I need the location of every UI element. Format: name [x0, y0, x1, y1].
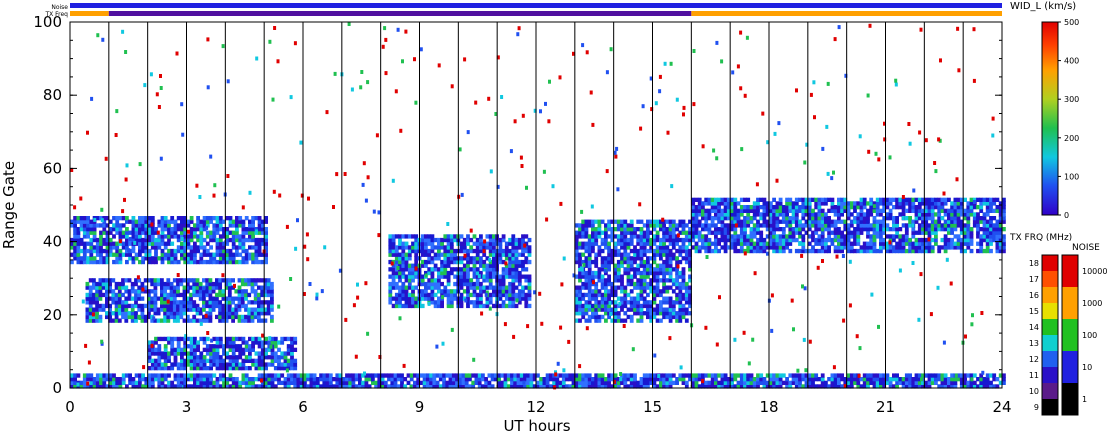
y-tick-label: 80 [43, 86, 62, 104]
width-colorbar-tick: 500 [1064, 18, 1079, 27]
noise-bar [70, 3, 1002, 8]
noise-colorbar-tick: 1 [1082, 395, 1087, 404]
noise-colorbar-cell [1062, 383, 1078, 415]
y-tick-label: 40 [43, 233, 62, 251]
width-colorbar-tick: 200 [1064, 134, 1079, 143]
x-tick-label: 15 [643, 398, 662, 416]
x-tick-label: 21 [876, 398, 895, 416]
noise-colorbar: NOISE 1 10 100 1000 10000 [1061, 243, 1107, 416]
txfreq-colorbar: TX FRQ (MHz) 9 10 11 12 13 14 15 16 17 18 [1009, 233, 1072, 416]
txfreq-segment [691, 11, 1002, 16]
txfreq-colorbar-tick: 10 [1029, 387, 1039, 396]
txfreq-segment [108, 11, 692, 16]
noise-colorbar-tick: 10000 [1082, 267, 1107, 276]
x-tick-label: 3 [182, 398, 192, 416]
width-colorbar-gradient [1041, 21, 1059, 216]
noise-speckle [70, 22, 995, 390]
width-colorbar-tick: 400 [1064, 57, 1079, 66]
region-afternoon-streak [574, 219, 692, 323]
txfreq-colorbar-tick: 14 [1029, 323, 1039, 332]
y-axis-label: Range Gate [0, 161, 18, 249]
data-layer [70, 22, 1006, 390]
txfreq-colorbar-tick: 13 [1029, 339, 1039, 348]
x-tick-label: 6 [298, 398, 308, 416]
x-axis-label: UT hours [503, 417, 570, 435]
txfreq-colorbar-tick: 16 [1029, 291, 1039, 300]
txfreq-colorbar-cell [1042, 319, 1058, 335]
x-axis: 0 3 6 9 12 15 18 21 24 [65, 381, 1012, 416]
txfreq-colorbar-cell [1042, 367, 1058, 383]
width-colorbar-tick: 0 [1064, 211, 1069, 220]
time-markers [108, 22, 964, 388]
region-ground-scatter [70, 373, 1006, 389]
txfreq-colorbar-tick: 15 [1029, 307, 1039, 316]
x-tick-label: 0 [65, 398, 75, 416]
txfreq-bar-label: TX Freq [44, 11, 68, 18]
noise-colorbar-title: NOISE [1072, 243, 1100, 253]
region-midday-patch [388, 234, 532, 309]
width-colorbar-tick: 100 [1064, 172, 1079, 181]
x-tick-label: 18 [759, 398, 778, 416]
txfreq-segment [70, 11, 109, 16]
y-axis: 0 20 40 60 80 100 [33, 13, 1002, 397]
noise-colorbar-tick: 1000 [1082, 299, 1102, 308]
txfreq-colorbar-cell [1042, 287, 1058, 303]
txfreq-colorbar-tick: 11 [1029, 371, 1039, 380]
txfreq-colorbar-tick: 18 [1029, 259, 1039, 268]
noise-bar-label: Noise [51, 4, 68, 11]
x-tick-label: 12 [526, 398, 545, 416]
width-colorbar-title: WID_L (km/s) [1010, 1, 1076, 12]
txfreq-colorbar-cell [1042, 351, 1058, 367]
x-tick-label: 24 [992, 398, 1011, 416]
y-tick-label: 60 [43, 159, 62, 177]
noise-colorbar-cell [1062, 319, 1078, 351]
noise-colorbar-tick: 100 [1082, 331, 1097, 340]
txfreq-colorbar-cell [1042, 399, 1058, 415]
width-colorbar-tick: 300 [1064, 95, 1079, 104]
y-tick-label: 100 [33, 13, 62, 31]
txfreq-colorbar-tick: 9 [1034, 403, 1039, 412]
region-morning-band-upper [70, 216, 268, 265]
top-status-bars: Noise TX Freq [44, 3, 1002, 18]
txfreq-colorbar-cell [1042, 303, 1058, 319]
txfreq-colorbar-tick: 12 [1029, 355, 1039, 364]
txfreq-bar [70, 11, 1002, 16]
txfreq-colorbar-cell [1042, 255, 1058, 271]
txfreq-colorbar-cell [1042, 271, 1058, 287]
region-morning-low-band [147, 336, 298, 371]
txfreq-colorbar-cell [1042, 383, 1058, 399]
region-morning-band-lower [85, 278, 274, 323]
noise-colorbar-tick: 10 [1082, 363, 1092, 372]
y-tick-label: 0 [52, 379, 62, 397]
plot-area: 0 3 6 9 12 15 18 21 24 0 20 40 60 80 100 [33, 13, 1011, 416]
noise-colorbar-cell [1062, 255, 1078, 287]
txfreq-colorbar-tick: 17 [1029, 275, 1039, 284]
noise-colorbar-cell [1062, 351, 1078, 383]
txfreq-colorbar-title: TX FRQ (MHz) [1009, 233, 1072, 243]
txfreq-colorbar-cell [1042, 335, 1058, 351]
width-colorbar: WID_L (km/s) 0 100 200 300 400 500 [1010, 1, 1079, 220]
noise-colorbar-cell [1062, 287, 1078, 319]
y-tick-label: 20 [43, 306, 62, 324]
x-tick-label: 9 [415, 398, 425, 416]
